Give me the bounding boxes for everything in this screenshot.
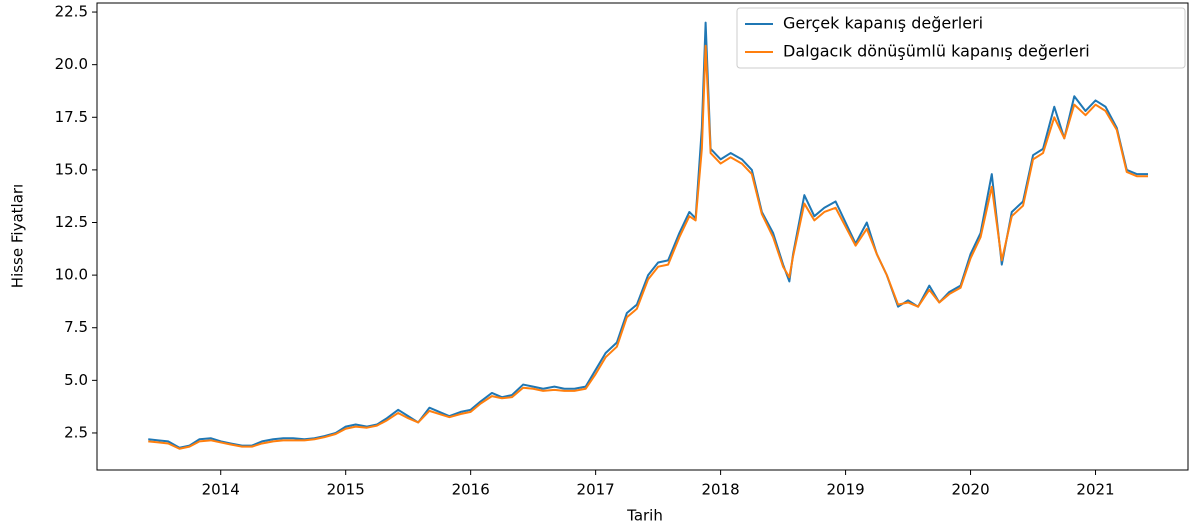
- y-tick-label: 20.0: [55, 55, 88, 73]
- series-line: [148, 21, 1149, 449]
- x-axis-label: Tarih: [626, 507, 663, 525]
- legend-label: Gerçek kapanış değerleri: [783, 14, 983, 33]
- legend-box: [736, 7, 1186, 69]
- y-tick-label: 7.5: [64, 318, 88, 336]
- y-tick-label: 12.5: [55, 213, 88, 231]
- x-tick-label: 2020: [951, 481, 989, 499]
- y-tick-label: 2.5: [64, 423, 88, 441]
- x-tick-label: 2014: [202, 481, 240, 499]
- y-tick-label: 10.0: [55, 266, 88, 284]
- x-tick-label: 2016: [452, 481, 490, 499]
- x-tick-label: 2021: [1076, 481, 1114, 499]
- y-tick-label: 5.0: [64, 371, 88, 389]
- y-tick-label: 17.5: [55, 108, 88, 126]
- plot-frame: [96, 2, 1189, 471]
- y-tick-label: 22.5: [55, 3, 88, 21]
- x-tick-label: 2017: [577, 481, 615, 499]
- x-tick-label: 2018: [702, 481, 740, 499]
- series-line: [148, 44, 1149, 450]
- y-tick-label: 15.0: [55, 160, 88, 178]
- x-tick-label: 2015: [327, 481, 365, 499]
- y-axis-label: Hisse Fiyatları: [9, 184, 27, 288]
- x-tick-label: 2019: [826, 481, 864, 499]
- legend-label: Dalgacık dönüşümlü kapanış değerleri: [783, 42, 1090, 61]
